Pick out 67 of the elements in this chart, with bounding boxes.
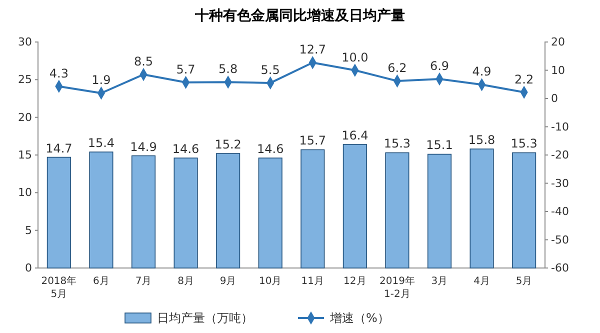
data-label: 14.9 [130,140,157,154]
data-label: 10.0 [342,50,368,64]
y2-tick-label: -40 [551,205,569,218]
data-label: 16.4 [342,128,368,142]
y2-tick-label: 20 [551,36,565,49]
y2-tick-label: -50 [551,233,569,246]
bar [131,155,156,268]
y2-tick-label: 10 [551,64,565,77]
data-label: 1.9 [92,73,111,88]
data-label: 2.2 [514,72,534,86]
data-label: 15.2 [214,137,242,152]
x-tick-label: 2019年 1-2月 [379,275,415,300]
data-label: 4.3 [49,66,68,80]
x-tick-label: 5月 [516,276,532,287]
y-tick-label: 25 [18,73,32,86]
data-label: 14.6 [172,142,200,156]
data-label: 8.5 [134,54,154,68]
bar [89,152,114,268]
y2-tick-label: -60 [551,262,569,275]
bar [258,158,282,268]
chart-title: 十种有色金属同比增速及日均产量 [194,7,405,24]
x-tick-label: 10月 [258,276,282,287]
y-tick-label: 10 [18,186,32,200]
y-tick-label: 20 [18,110,32,124]
x-tick-label: 11月 [301,276,324,287]
x-tick-label: 12月 [344,276,366,287]
x-tick-label: 8月 [178,276,194,287]
bar [427,154,452,268]
data-label: 15.3 [384,136,411,151]
y-tick-label: 5 [25,224,32,237]
y2-tick-label: -10 [551,120,569,134]
bar [342,144,367,268]
y2-tick-label: -20 [551,148,569,162]
x-tick-label: 2018年 5月 [41,275,77,300]
data-label: 4.9 [472,64,492,79]
data-label: 12.7 [299,42,326,57]
y-tick-label: 0 [25,262,32,275]
x-tick-label: 6月 [93,276,110,287]
x-tick-label: 7月 [135,276,152,287]
legend-label: 增速（%） [329,311,390,325]
y2-tick-label: -30 [551,176,569,190]
data-label: 6.2 [388,60,407,75]
x-tick-label: 9月 [220,276,236,287]
data-label: 5.5 [260,62,280,77]
bar [300,149,325,268]
bar [385,152,410,268]
legend-label: 日均产量（万吨） [157,311,253,325]
data-label: 15.7 [299,134,326,148]
y-tick-label: 30 [18,36,32,49]
bar [216,153,240,268]
data-label: 6.9 [430,59,450,74]
data-label: 14.7 [46,141,72,156]
data-label: 15.1 [426,138,453,152]
data-label: 5.7 [176,62,196,76]
y2-tick-label: 0 [551,92,558,106]
data-label: 14.6 [257,142,284,156]
data-label: 15.8 [468,132,496,147]
bar [46,156,71,268]
data-label: 15.4 [88,136,115,150]
bar [512,152,536,268]
data-label: 5.8 [218,62,238,76]
bar [174,158,198,268]
x-tick-label: 3月 [431,276,448,287]
y-tick-label: 15 [18,148,32,162]
x-tick-label: 4月 [474,276,490,287]
data-label: 15.3 [510,136,538,151]
bar [470,148,494,268]
